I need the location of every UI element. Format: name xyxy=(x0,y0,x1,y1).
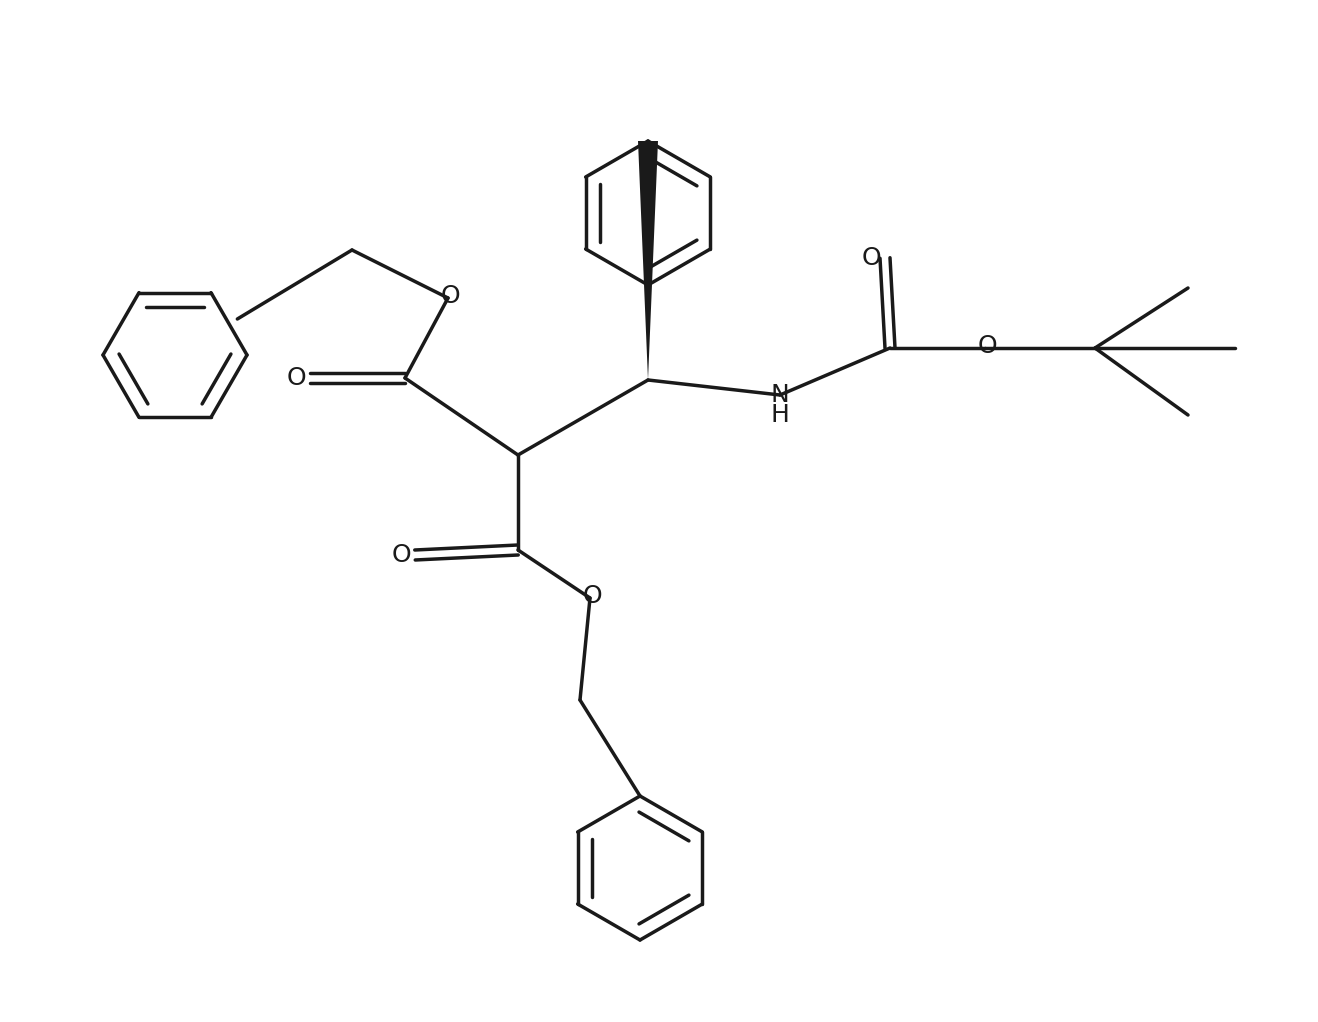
Text: H: H xyxy=(771,403,789,427)
Text: O: O xyxy=(440,284,460,308)
Text: O: O xyxy=(861,246,880,270)
Text: O: O xyxy=(286,366,306,390)
Polygon shape xyxy=(638,141,658,380)
Text: O: O xyxy=(391,543,411,567)
Text: N: N xyxy=(771,383,789,407)
Text: O: O xyxy=(583,584,602,608)
Text: O: O xyxy=(977,334,996,358)
